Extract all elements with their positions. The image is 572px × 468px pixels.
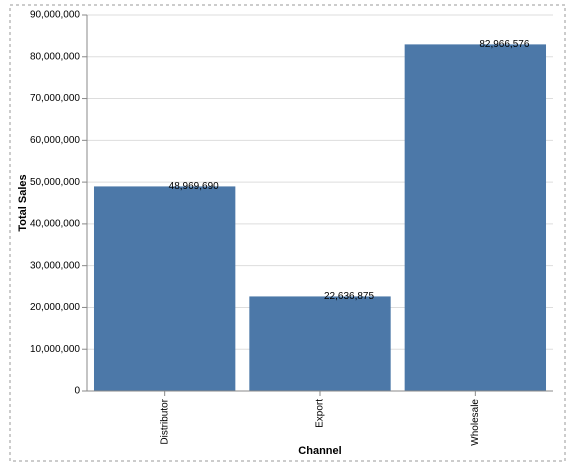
bar <box>93 186 236 391</box>
x-axis-title: Channel <box>298 445 341 457</box>
y-axis-title: Total Sales <box>17 174 29 231</box>
x-tick-label: Wholesale <box>470 399 481 446</box>
y-tick-label: 90,000,000 <box>30 10 80 21</box>
value-label: 48,969,690 <box>169 181 219 192</box>
y-tick-label: 40,000,000 <box>30 219 80 230</box>
value-label: 82,966,576 <box>479 39 529 50</box>
bar <box>404 44 547 391</box>
y-tick-label: 0 <box>74 386 80 397</box>
x-tick-label: Distributor <box>159 398 170 444</box>
y-tick-label: 30,000,000 <box>30 260 80 271</box>
y-tick-label: 80,000,000 <box>30 51 80 62</box>
y-tick-label: 70,000,000 <box>30 93 80 104</box>
x-tick-label: Export <box>315 399 326 428</box>
value-label: 22,636,875 <box>324 291 374 302</box>
container-border <box>9 4 566 462</box>
y-tick-label: 20,000,000 <box>30 302 80 313</box>
y-tick-label: 60,000,000 <box>30 135 80 146</box>
y-tick-label: 10,000,000 <box>30 344 80 355</box>
bar <box>249 296 391 391</box>
y-tick-label: 50,000,000 <box>30 177 80 188</box>
